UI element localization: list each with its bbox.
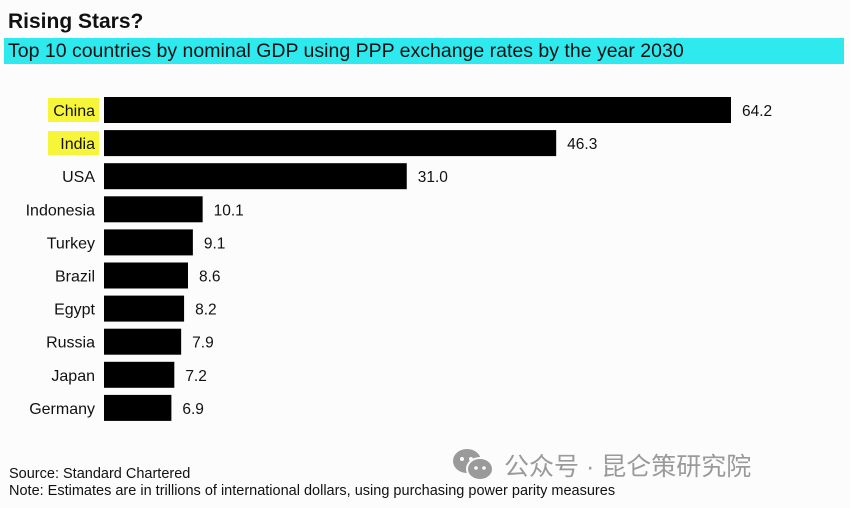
value-label: 8.6	[199, 269, 221, 286]
bar	[104, 295, 185, 322]
value-label: 8.2	[195, 302, 217, 319]
label-highlight	[48, 131, 99, 156]
category-label: China	[53, 103, 95, 120]
bar	[104, 328, 182, 355]
value-label: 10.1	[214, 202, 244, 219]
bar	[104, 229, 193, 256]
value-label: 46.3	[567, 136, 597, 153]
category-label: Japan	[51, 368, 95, 385]
watermark-text: 公众号 · 昆仑策研究院	[504, 453, 752, 481]
value-label: 9.1	[204, 235, 226, 252]
category-label: Germany	[29, 401, 95, 418]
category-label: Brazil	[55, 269, 95, 286]
category-label: USA	[62, 169, 95, 186]
bar	[104, 130, 557, 157]
category-label: Turkey	[47, 235, 95, 252]
category-label: Russia	[46, 335, 95, 352]
bar	[104, 262, 188, 289]
value-label: 31.0	[418, 169, 449, 186]
bar	[104, 394, 172, 421]
bar	[104, 361, 175, 388]
value-label: 6.9	[182, 401, 204, 418]
source-note: Source: Standard Chartered	[9, 466, 191, 482]
value-label: 64.2	[742, 103, 772, 120]
footnote: Note: Estimates are in trillions of inte…	[9, 483, 616, 499]
chart-subtitle: Top 10 countries by nominal GDP using PP…	[4, 38, 844, 64]
value-label: 7.2	[185, 368, 207, 385]
wechat-icon	[453, 449, 494, 481]
bar	[104, 196, 203, 223]
category-label: Egypt	[54, 302, 95, 319]
bar	[104, 97, 731, 123]
value-label: 7.9	[192, 335, 214, 352]
bar	[104, 163, 407, 190]
category-label: India	[60, 136, 95, 153]
category-label: Indonesia	[26, 202, 95, 219]
label-highlight	[48, 98, 99, 122]
chart-title: Rising Stars?	[8, 10, 144, 33]
watermark: 公众号 · 昆仑策研究院	[452, 447, 751, 483]
